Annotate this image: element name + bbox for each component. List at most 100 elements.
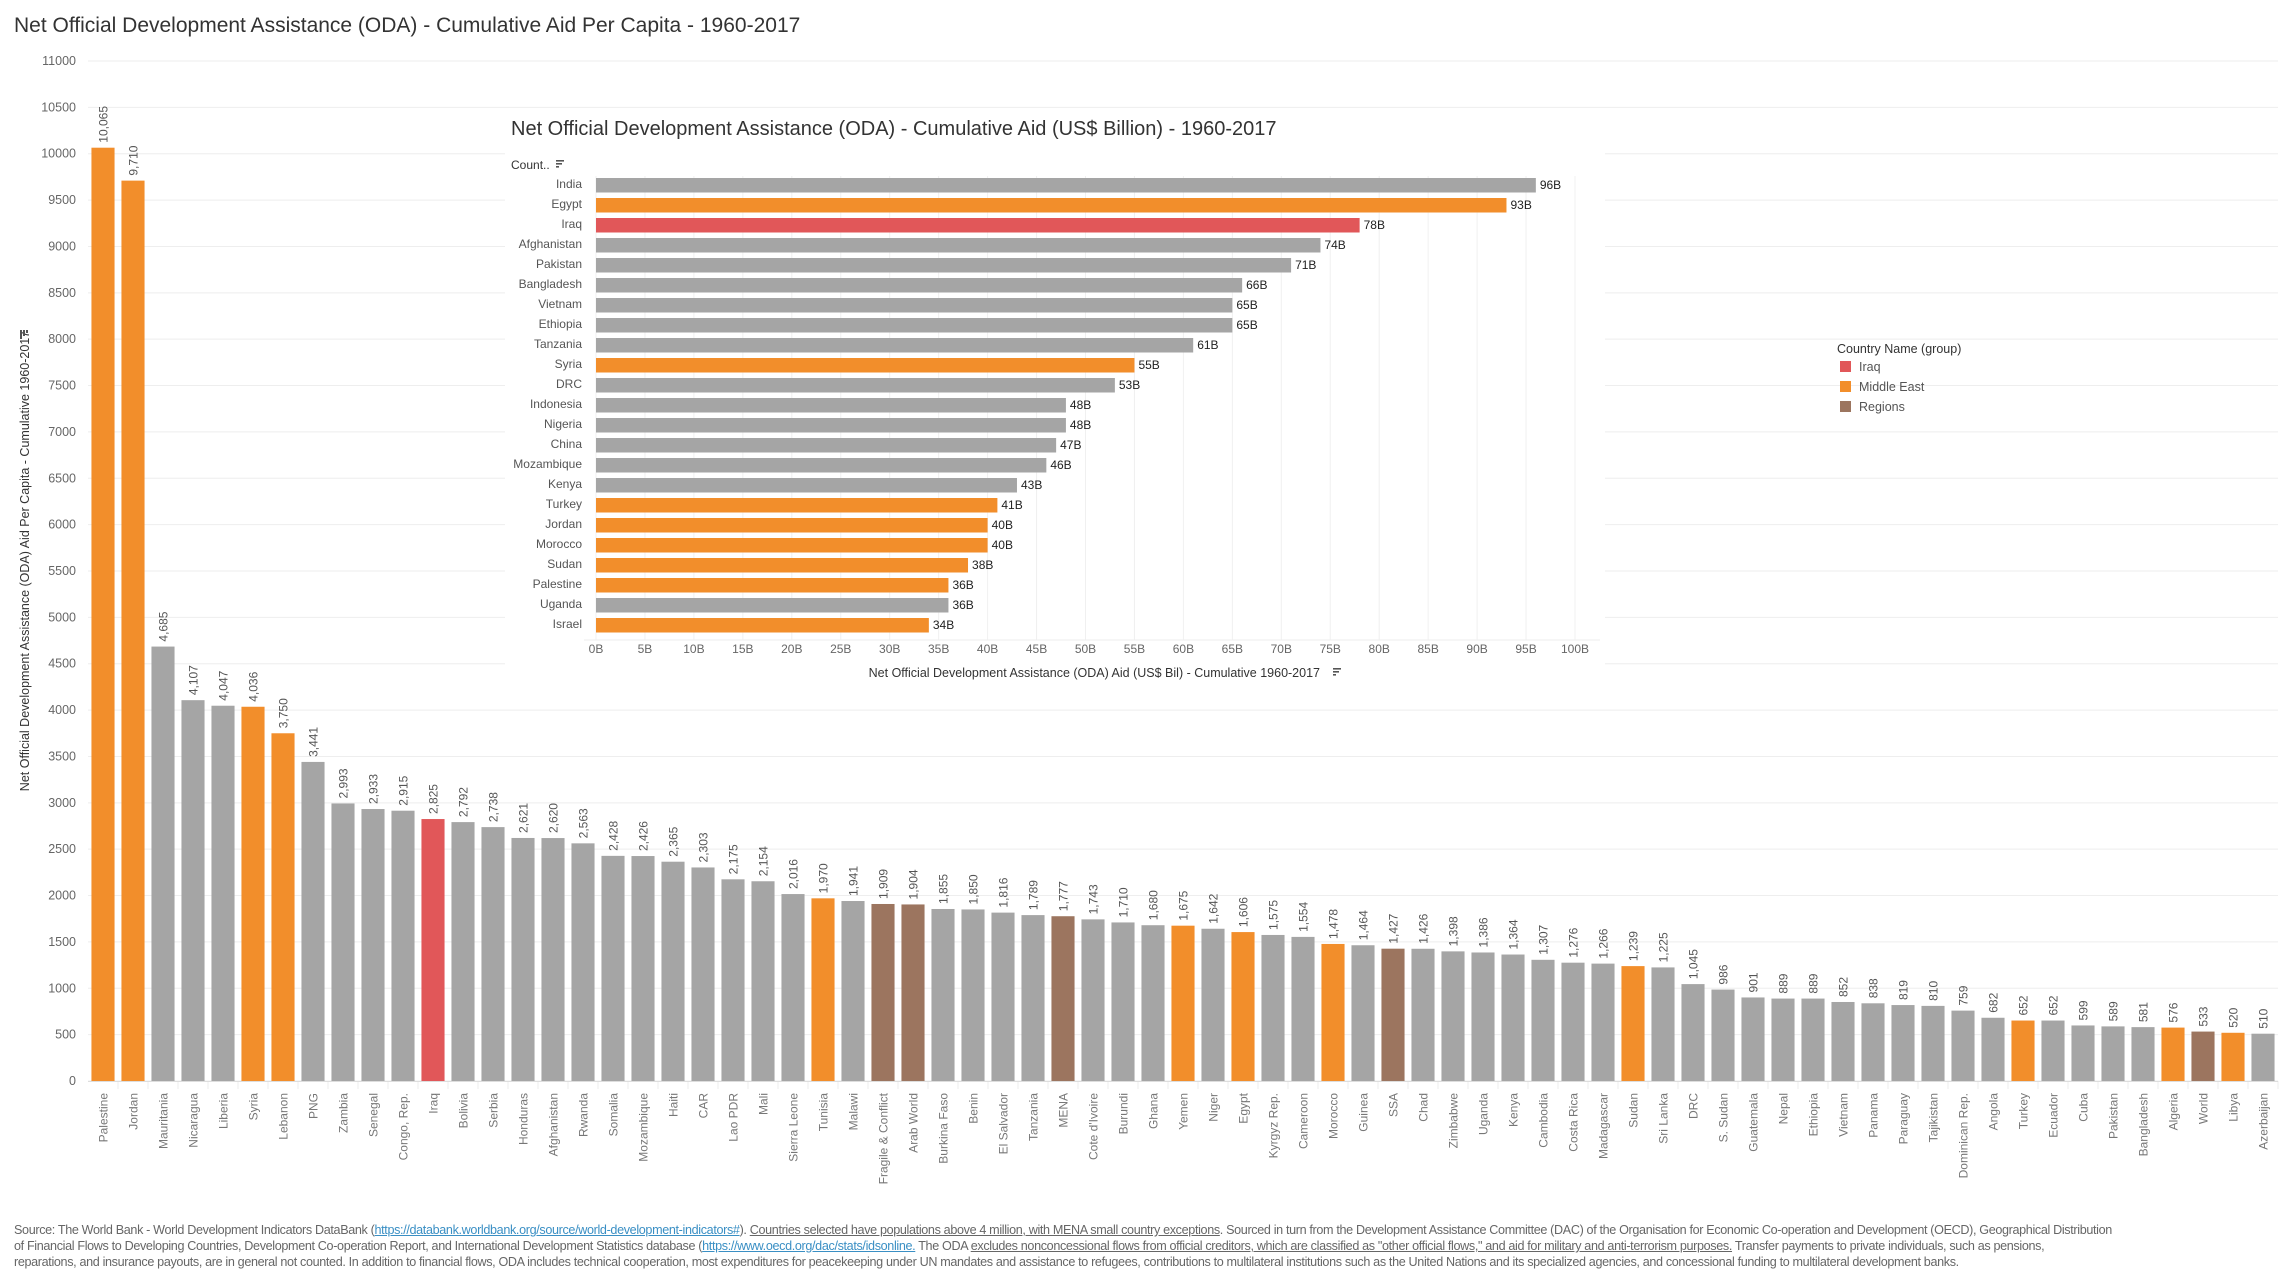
x-tick-label: Benin [967,1093,981,1124]
bar-value-label: 4,036 [247,671,261,701]
inset-bar-value-label: 48B [1070,418,1091,432]
inset-x-tick-label: 35B [928,642,949,656]
x-tick-label: Dominican Rep. [1957,1093,1971,1178]
bar [181,700,205,1081]
bar-value-label: 1,307 [1537,924,1551,954]
x-tick-label: Liberia [217,1093,231,1129]
bar [271,733,295,1081]
bar [1051,916,1075,1081]
bar-value-label: 1,606 [1237,897,1251,927]
footnote-text: ). [739,1223,750,1237]
bar [1561,962,1585,1081]
x-tick-label: Zimbabwe [1447,1093,1461,1149]
x-tick-label: Cambodia [1537,1093,1551,1148]
y-tick-label: 500 [55,1028,76,1042]
x-tick-label: Turkey [2017,1093,2031,1129]
legend-item-iraq[interactable]: Iraq [1859,360,1881,374]
bar-value-label: 510 [2257,1008,2271,1028]
source-link[interactable]: https://www.oecd.org/dac/stats/idsonline… [702,1239,916,1253]
inset-x-tick-label: 55B [1124,642,1145,656]
inset-x-tick-label: 20B [781,642,802,656]
bar [211,705,235,1081]
x-tick-label: Costa Rica [1567,1093,1581,1152]
inset-bar-value-label: 61B [1197,338,1218,352]
bar-value-label: 1,426 [1417,913,1431,943]
inset-bar [596,538,988,553]
bar-value-label: 1,554 [1297,902,1311,932]
y-tick-label: 7500 [48,379,76,393]
inset-bar [596,178,1536,193]
x-tick-label: Iraq [427,1093,441,1114]
source-link[interactable]: https://databank.worldbank.org/source/wo… [374,1223,740,1237]
inset-row-label: Egypt [551,197,582,211]
x-tick-label: Haiti [667,1093,681,1117]
bar-value-label: 4,107 [187,665,201,695]
legend-item-regions[interactable]: Regions [1859,400,1905,414]
legend-item-middle-east[interactable]: Middle East [1859,380,1925,394]
inset-bar-value-label: 55B [1138,358,1159,372]
bar [301,761,325,1081]
inset-x-sort-icon[interactable] [1333,668,1341,676]
x-tick-label: Somalia [607,1093,621,1137]
inset-x-tick-label: 45B [1026,642,1047,656]
x-tick-label: Azerbaijan [2257,1093,2271,1150]
y-tick-label: 2000 [48,889,76,903]
x-tick-label: Kyrgyz Rep. [1267,1093,1281,1158]
bar [1591,963,1615,1081]
bar [331,803,355,1081]
y-tick-label: 6500 [48,471,76,485]
inset-row-label: Afghanistan [519,237,582,251]
y-tick-label: 7000 [48,425,76,439]
bar [1651,967,1675,1081]
sort-icon[interactable] [20,330,28,339]
x-tick-label: Algeria [2167,1093,2181,1131]
bar-value-label: 10,065 [97,106,111,143]
inset-bar [596,278,1243,293]
x-tick-label: PNG [307,1093,321,1119]
inset-bar [596,298,1233,313]
bar-value-label: 1,855 [937,874,951,904]
inset-bar-value-label: 71B [1295,258,1316,272]
y-tick-label: 4500 [48,657,76,671]
inset-bar [596,238,1321,253]
inset-bar-value-label: 65B [1236,298,1257,312]
x-tick-label: Cote d'Ivoire [1087,1093,1101,1160]
inset-x-tick-label: 15B [732,642,753,656]
inset-x-tick-label: 100B [1561,642,1589,656]
bar-value-label: 581 [2137,1002,2151,1022]
x-tick-label: Lao PDR [727,1093,741,1142]
x-tick-label: Sudan [1627,1093,1641,1128]
bar [1261,934,1285,1081]
bar [691,867,715,1081]
bar [1711,989,1735,1081]
inset-bar [596,398,1066,413]
legend-title: Country Name (group) [1837,342,1961,356]
bar-value-label: 2,993 [337,768,351,798]
bar [1201,928,1225,1081]
bar [781,894,805,1081]
bar [1321,943,1345,1081]
inset-x-tick-label: 10B [683,642,704,656]
inset-bar-value-label: 34B [933,618,954,632]
inset-bar-value-label: 93B [1510,198,1531,212]
inset-x-tick-label: 80B [1369,642,1390,656]
legend-swatch-regions [1840,401,1851,412]
x-tick-label: Tajikistan [1927,1093,1941,1142]
x-tick-label: Vietnam [1837,1093,1851,1137]
x-tick-label: S. Sudan [1717,1093,1731,1142]
bar [1741,997,1765,1081]
bar [1501,954,1525,1081]
inset-sort-icon[interactable] [556,160,564,168]
y-tick-label: 2500 [48,842,76,856]
inset-row-label: Ethiopia [539,317,583,331]
bar [601,855,625,1081]
bar-value-label: 1,398 [1447,916,1461,946]
x-tick-label: MENA [1057,1093,1071,1128]
main-y-axis-title: Net Official Development Assistance (ODA… [18,331,32,791]
y-tick-label: 9500 [48,193,76,207]
bar [1861,1003,1885,1081]
bar [2161,1027,2185,1081]
bar [391,810,415,1081]
bar [1411,948,1435,1081]
inset-bar [596,498,998,513]
